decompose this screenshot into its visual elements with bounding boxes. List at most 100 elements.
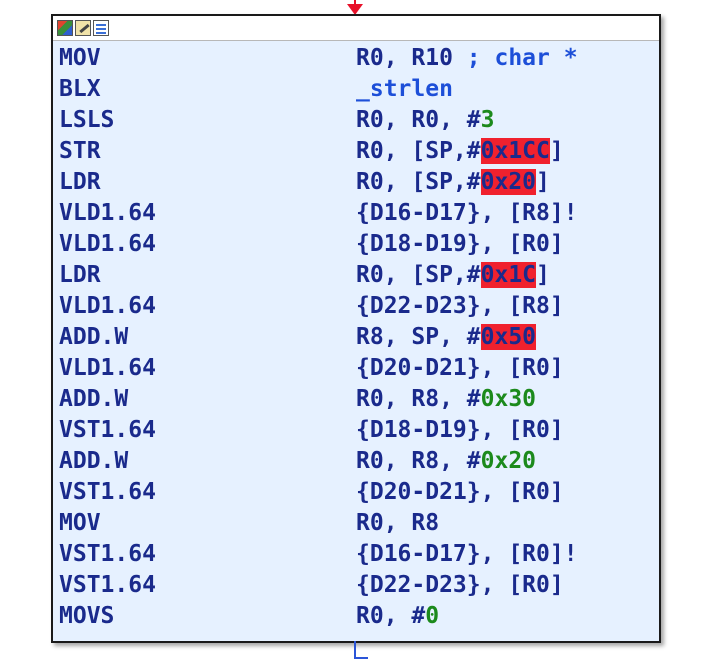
highlighted-immediate[interactable]: 0x50: [480, 324, 537, 350]
instruction-mnemonic[interactable]: VLD1.64: [59, 231, 156, 257]
instruction-operands[interactable]: {D18-D19}, [R0]: [356, 415, 564, 446]
instruction-operands[interactable]: {D20-D21}, [R0]: [356, 353, 564, 384]
operand-text[interactable]: {D18-D19}, [R0]: [356, 231, 564, 257]
instruction-operands[interactable]: R0, [SP,#0x1C]: [356, 260, 550, 291]
disassembly-line[interactable]: VST1.64 {D20-D21}, [R0]: [53, 477, 659, 508]
operand-text[interactable]: {D22-D23}, [R8]: [356, 293, 564, 319]
edit-node-icon[interactable]: [75, 20, 91, 36]
operand-text[interactable]: R0, R0,: [356, 107, 467, 133]
disassembly-line[interactable]: STR R0, [SP,#0x1CC]: [53, 136, 659, 167]
disassembly-line[interactable]: VLD1.64 {D18-D19}, [R0]: [53, 229, 659, 260]
instruction-operands[interactable]: R0, R8, #0x20: [356, 446, 536, 477]
operand-text[interactable]: R0, R8: [356, 510, 440, 536]
highlighted-immediate[interactable]: 0x20: [480, 169, 537, 195]
disassembly-line[interactable]: VLD1.64 {D16-D17}, [R8]!: [53, 198, 659, 229]
operand-text[interactable]: R0,: [356, 603, 412, 629]
immediate-hash[interactable]: #: [466, 262, 481, 288]
instruction-mnemonic[interactable]: VLD1.64: [59, 200, 156, 226]
instruction-operands[interactable]: {D16-D17}, [R0]!: [356, 539, 578, 570]
instruction-mnemonic[interactable]: LSLS: [59, 107, 115, 133]
instruction-operands[interactable]: {D20-D21}, [R0]: [356, 477, 564, 508]
operand-text[interactable]: R0, R8,: [356, 448, 467, 474]
operand-text[interactable]: R0, [SP,: [356, 262, 467, 288]
instruction-operands[interactable]: {D16-D17}, [R8]!: [356, 198, 578, 229]
graph-color-icon[interactable]: [57, 20, 73, 36]
instruction-operands[interactable]: {D22-D23}, [R8]: [356, 291, 564, 322]
immediate-value[interactable]: 3: [480, 107, 495, 133]
immediate-value[interactable]: 0: [425, 603, 440, 629]
instruction-operands[interactable]: R0, [SP,#0x20]: [356, 167, 550, 198]
disassembly-line[interactable]: LSLS R0, R0, #3: [53, 105, 659, 136]
instruction-mnemonic[interactable]: VLD1.64: [59, 355, 156, 381]
instruction-mnemonic[interactable]: LDR: [59, 262, 101, 288]
operand-text[interactable]: {D16-D17}, [R8]!: [356, 200, 578, 226]
operand-text[interactable]: R8, SP,: [356, 324, 467, 350]
operand-text[interactable]: R0, R10: [356, 45, 467, 71]
instruction-mnemonic[interactable]: ADD.W: [59, 386, 129, 412]
highlighted-immediate[interactable]: 0x1CC: [480, 138, 550, 164]
instruction-mnemonic[interactable]: STR: [59, 138, 101, 164]
immediate-hash[interactable]: #: [466, 448, 481, 474]
operand-text[interactable]: {D20-D21}, [R0]: [356, 479, 564, 505]
instruction-mnemonic[interactable]: VLD1.64: [59, 293, 156, 319]
instruction-mnemonic[interactable]: MOV: [59, 510, 101, 536]
immediate-hash[interactable]: #: [466, 169, 481, 195]
immediate-hash[interactable]: #: [466, 107, 481, 133]
instruction-mnemonic[interactable]: LDR: [59, 169, 101, 195]
graph-node-block[interactable]: MOV R0, R10 ; char * BLX _strlen LSLS R0, R0,…: [51, 14, 661, 643]
disassembly-line[interactable]: ADD.W R0, R8, #0x30: [53, 384, 659, 415]
disassembly-line[interactable]: MOV R0, R10 ; char *: [53, 43, 659, 74]
instruction-mnemonic[interactable]: ADD.W: [59, 448, 129, 474]
operand-text[interactable]: R0, [SP,: [356, 138, 467, 164]
operand-text[interactable]: R0, R8,: [356, 386, 467, 412]
operand-text-suffix[interactable]: ]: [536, 169, 550, 195]
instruction-operands[interactable]: {D18-D19}, [R0]: [356, 229, 564, 260]
operand-text-suffix[interactable]: ]: [536, 262, 550, 288]
disassembly-line[interactable]: LDR R0, [SP,#0x1C]: [53, 260, 659, 291]
instruction-mnemonic[interactable]: BLX: [59, 76, 101, 102]
operand-text[interactable]: {D16-D17}, [R0]!: [356, 541, 578, 567]
disassembly-line[interactable]: MOV R0, R8: [53, 508, 659, 539]
operand-text[interactable]: R0, [SP,: [356, 169, 467, 195]
disassembly-line[interactable]: VLD1.64 {D22-D23}, [R8]: [53, 291, 659, 322]
highlighted-immediate[interactable]: 0x1C: [480, 262, 537, 288]
instruction-operands[interactable]: R8, SP, #0x50: [356, 322, 537, 353]
instruction-mnemonic[interactable]: MOVS: [59, 603, 115, 629]
disassembly-line[interactable]: MOVS R0, #0: [53, 601, 659, 632]
instruction-mnemonic[interactable]: VST1.64: [59, 417, 156, 443]
instruction-mnemonic[interactable]: VST1.64: [59, 479, 156, 505]
instruction-operands[interactable]: _strlen: [356, 74, 453, 105]
disassembly-line[interactable]: VLD1.64 {D20-D21}, [R0]: [53, 353, 659, 384]
instruction-operands[interactable]: {D22-D23}, [R0]: [356, 570, 564, 601]
immediate-hash[interactable]: #: [466, 386, 481, 412]
operand-text[interactable]: {D20-D21}, [R0]: [356, 355, 564, 381]
operand-text[interactable]: {D18-D19}, [R0]: [356, 417, 564, 443]
immediate-value[interactable]: 0x30: [480, 386, 537, 412]
disassembly-line[interactable]: BLX _strlen: [53, 74, 659, 105]
disassembly-line[interactable]: VST1.64 {D18-D19}, [R0]: [53, 415, 659, 446]
disassembly-line[interactable]: ADD.W R8, SP, #0x50: [53, 322, 659, 353]
immediate-hash[interactable]: #: [411, 603, 426, 629]
instruction-mnemonic[interactable]: MOV: [59, 45, 101, 71]
disassembly-line[interactable]: VST1.64 {D16-D17}, [R0]!: [53, 539, 659, 570]
disassembly-line[interactable]: VST1.64 {D22-D23}, [R0]: [53, 570, 659, 601]
symbol-reference[interactable]: _strlen: [356, 76, 453, 102]
node-list-icon[interactable]: [93, 20, 109, 36]
instruction-operands[interactable]: R0, R0, #3: [356, 105, 495, 136]
disassembly-line[interactable]: LDR R0, [SP,#0x20]: [53, 167, 659, 198]
instruction-mnemonic[interactable]: VST1.64: [59, 541, 156, 567]
immediate-value[interactable]: 0x20: [480, 448, 537, 474]
instruction-operands[interactable]: R0, R8, #0x30: [356, 384, 536, 415]
instruction-mnemonic[interactable]: ADD.W: [59, 324, 129, 350]
immediate-hash[interactable]: #: [466, 138, 481, 164]
instruction-operands[interactable]: R0, R10 ; char *: [356, 43, 578, 74]
operand-text-suffix[interactable]: ]: [549, 138, 564, 164]
instruction-mnemonic[interactable]: VST1.64: [59, 572, 156, 598]
instruction-comment[interactable]: ; char *: [466, 45, 578, 71]
instruction-operands[interactable]: R0, #0: [356, 601, 439, 632]
instruction-operands[interactable]: R0, R8: [356, 508, 439, 539]
instruction-operands[interactable]: R0, [SP,#0x1CC]: [356, 136, 564, 167]
operand-text[interactable]: {D22-D23}, [R0]: [356, 572, 564, 598]
disassembly-line[interactable]: ADD.W R0, R8, #0x20: [53, 446, 659, 477]
immediate-hash[interactable]: #: [466, 324, 481, 350]
